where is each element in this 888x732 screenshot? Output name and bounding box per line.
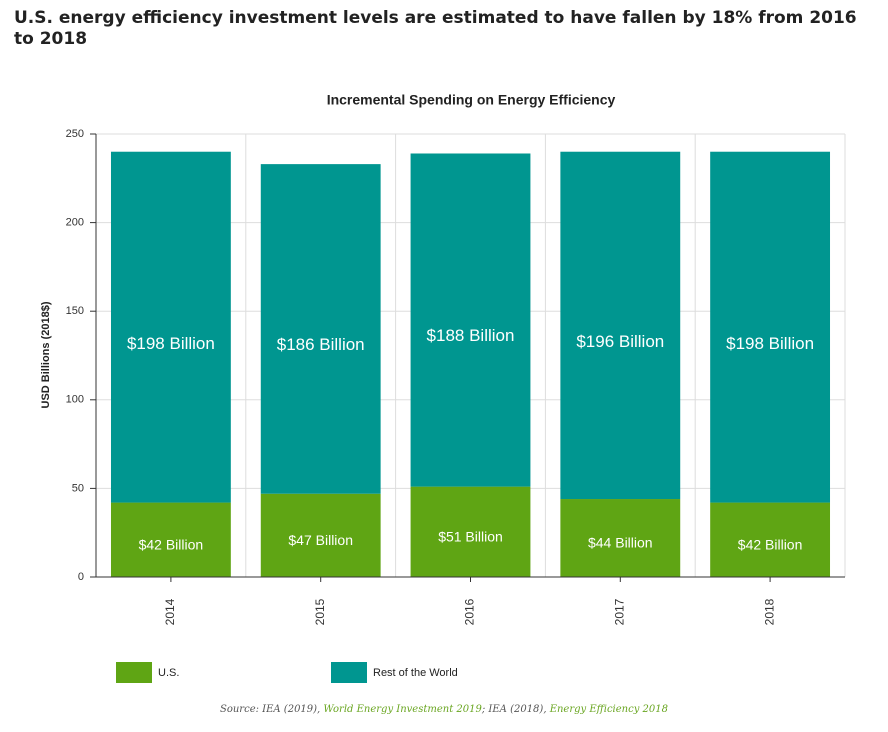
bar-segment <box>710 151 831 503</box>
x-tick-label: 2014 <box>163 598 177 625</box>
y-tick-label: 250 <box>66 128 84 140</box>
bar-segment <box>110 151 231 503</box>
x-tick-label: 2017 <box>612 598 626 625</box>
bar-segment <box>560 499 681 577</box>
legend-label: Rest of the World <box>373 667 458 679</box>
bar-segment <box>710 502 831 577</box>
bar-segment <box>560 151 681 500</box>
value-label: $186 Billion <box>277 335 365 354</box>
legend-swatch <box>116 662 152 683</box>
value-label: $42 Billion <box>738 536 803 552</box>
source: Source: IEA (2019), World Energy Investm… <box>0 704 888 715</box>
y-tick-label: 100 <box>66 394 84 406</box>
value-label: $196 Billion <box>576 332 664 351</box>
value-label: $188 Billion <box>427 326 515 345</box>
y-axis-label: USD Billions (2018$) <box>40 301 52 408</box>
y-tick-label: 50 <box>72 482 84 494</box>
bar-segment <box>410 153 531 487</box>
x-tick-label: 2018 <box>762 598 776 625</box>
value-label: $198 Billion <box>127 334 215 353</box>
source-link[interactable]: World Energy Investment 2019 <box>323 704 482 715</box>
value-label: $51 Billion <box>438 529 503 545</box>
bar-segment <box>110 502 231 577</box>
x-tick-label: 2015 <box>313 598 327 625</box>
chart-title: Incremental Spending on Energy Efficienc… <box>327 92 616 108</box>
page-title: U.S. energy efficiency investment levels… <box>14 8 857 49</box>
source-text: ; IEA (2018), <box>481 704 550 715</box>
value-label: $47 Billion <box>288 532 353 548</box>
source-text: Source: IEA (2019), <box>220 704 324 715</box>
legend-swatch <box>331 662 367 683</box>
y-tick-label: 150 <box>66 305 84 317</box>
legend-label: U.S. <box>158 667 179 679</box>
bar-segment <box>260 493 381 577</box>
source-link[interactable]: Energy Efficiency 2018 <box>549 704 668 715</box>
y-tick-label: 0 <box>78 571 84 583</box>
value-label: $198 Billion <box>726 334 814 353</box>
y-tick-label: 200 <box>66 217 84 229</box>
bar-segment <box>260 164 381 494</box>
x-tick-label: 2016 <box>463 598 477 625</box>
value-label: $42 Billion <box>139 536 204 552</box>
bar-segment <box>410 486 531 577</box>
chart: Incremental Spending on Energy Efficienc… <box>40 92 846 683</box>
value-label: $44 Billion <box>588 535 653 551</box>
